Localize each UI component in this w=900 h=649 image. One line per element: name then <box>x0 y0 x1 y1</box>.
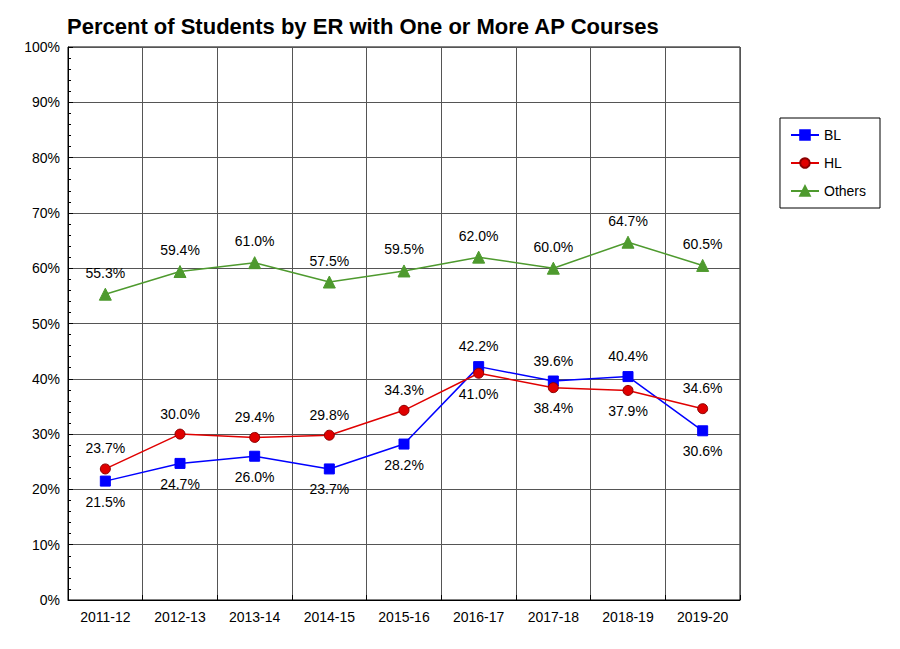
svg-text:59.4%: 59.4% <box>160 242 200 258</box>
svg-text:64.7%: 64.7% <box>608 213 648 229</box>
svg-text:62.0%: 62.0% <box>459 228 499 244</box>
svg-text:2014-15: 2014-15 <box>304 609 356 625</box>
svg-text:59.5%: 59.5% <box>384 241 424 257</box>
svg-text:60.0%: 60.0% <box>533 239 573 255</box>
svg-text:2013-14: 2013-14 <box>229 609 281 625</box>
svg-text:37.9%: 37.9% <box>608 403 648 419</box>
svg-text:29.4%: 29.4% <box>235 409 275 425</box>
svg-text:Percent of Students by ER with: Percent of Students by ER with One or Mo… <box>67 14 659 39</box>
svg-text:40.4%: 40.4% <box>608 348 648 364</box>
svg-text:100%: 100% <box>24 39 60 55</box>
svg-text:40%: 40% <box>32 371 60 387</box>
svg-text:HL: HL <box>824 155 842 171</box>
svg-text:30.6%: 30.6% <box>683 443 723 459</box>
svg-text:38.4%: 38.4% <box>533 400 573 416</box>
svg-text:60%: 60% <box>32 260 60 276</box>
svg-text:BL: BL <box>824 127 841 143</box>
svg-text:2011-12: 2011-12 <box>80 609 131 625</box>
svg-text:24.7%: 24.7% <box>160 476 200 492</box>
svg-text:20%: 20% <box>32 481 60 497</box>
svg-text:90%: 90% <box>32 94 60 110</box>
svg-text:60.5%: 60.5% <box>683 236 723 252</box>
svg-text:61.0%: 61.0% <box>235 233 275 249</box>
svg-text:2018-19: 2018-19 <box>602 609 654 625</box>
svg-text:29.8%: 29.8% <box>309 407 349 423</box>
svg-text:2017-18: 2017-18 <box>528 609 580 625</box>
svg-text:23.7%: 23.7% <box>309 481 349 497</box>
svg-text:55.3%: 55.3% <box>85 265 125 281</box>
svg-text:2015-16: 2015-16 <box>378 609 430 625</box>
svg-text:34.6%: 34.6% <box>683 380 723 396</box>
svg-text:57.5%: 57.5% <box>309 253 349 269</box>
svg-text:10%: 10% <box>32 537 60 553</box>
svg-text:42.2%: 42.2% <box>459 338 499 354</box>
svg-text:2016-17: 2016-17 <box>453 609 505 625</box>
svg-text:2019-20: 2019-20 <box>677 609 729 625</box>
svg-text:50%: 50% <box>32 316 60 332</box>
svg-text:30.0%: 30.0% <box>160 406 200 422</box>
svg-text:26.0%: 26.0% <box>235 469 275 485</box>
svg-text:80%: 80% <box>32 150 60 166</box>
svg-text:Others: Others <box>824 183 866 199</box>
svg-text:0%: 0% <box>40 592 60 608</box>
svg-text:30%: 30% <box>32 426 60 442</box>
svg-text:23.7%: 23.7% <box>85 440 125 456</box>
svg-text:21.5%: 21.5% <box>85 494 125 510</box>
svg-text:28.2%: 28.2% <box>384 457 424 473</box>
svg-text:2012-13: 2012-13 <box>154 609 206 625</box>
svg-text:34.3%: 34.3% <box>384 382 424 398</box>
svg-text:41.0%: 41.0% <box>459 386 499 402</box>
svg-text:39.6%: 39.6% <box>533 353 573 369</box>
svg-text:70%: 70% <box>32 205 60 221</box>
